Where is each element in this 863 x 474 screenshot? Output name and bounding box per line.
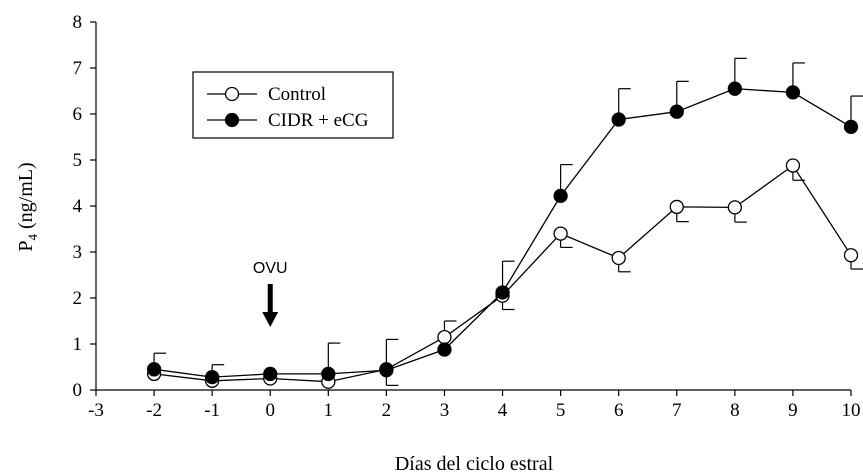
legend: Control CIDR + eCG (192, 71, 394, 139)
data-point (843, 119, 859, 135)
x-tick-label: -3 (88, 400, 104, 421)
x-tick-label: 2 (382, 400, 392, 421)
y-tick-label: 8 (73, 12, 83, 33)
x-tick-label: 4 (498, 400, 508, 421)
x-tick-label: 5 (556, 400, 566, 421)
data-point (785, 158, 801, 173)
x-tick-label: 6 (614, 400, 624, 421)
data-point (669, 104, 684, 119)
legend-box (192, 71, 394, 139)
data-point (611, 112, 626, 127)
x-axis-title: Días del ciclo estral (395, 453, 554, 474)
x-tick-label: 10 (842, 400, 861, 421)
legend-label: CIDR + eCG (268, 110, 369, 131)
y-tick-label: 4 (73, 196, 83, 217)
y-axis-title-rest: (ng/mL) (15, 162, 37, 234)
x-tick-label: 9 (788, 400, 798, 421)
axes: -3 -2 -1 0 1 2 3 4 5 6 7 8 9 10 0 1 2 3 4 5 6 7 8 (73, 12, 861, 421)
x-tick-label: 1 (324, 400, 334, 421)
data-point (553, 188, 568, 204)
data-point (727, 81, 742, 96)
annotation-arrow-shaft (267, 284, 273, 314)
y-axis-title-subscript: 4 (25, 234, 40, 241)
y-axis-title-main: P (15, 241, 37, 252)
y-tick-label: 1 (73, 334, 83, 355)
data-point (495, 285, 510, 300)
legend-marker (224, 112, 240, 128)
y-tick-label: 2 (73, 288, 83, 309)
x-tick-label: -2 (146, 400, 162, 421)
y-axis-title: P4 (ng/mL) (15, 162, 40, 251)
x-tick-label: 7 (672, 400, 682, 421)
y-tick-label: 6 (73, 104, 83, 125)
y-tick-label: 3 (73, 242, 83, 263)
data-point (437, 342, 452, 357)
data-point (727, 200, 742, 215)
legend-label: Control (268, 84, 326, 105)
y-tick-label: 0 (73, 380, 83, 401)
data-point (205, 369, 220, 385)
y-tick-label: 7 (73, 58, 83, 79)
legend-marker (224, 86, 240, 102)
annotations: OVU (253, 260, 288, 327)
data-point (146, 362, 162, 377)
data-point (553, 226, 568, 241)
annotation-arrow-head (262, 312, 279, 327)
data-point (321, 366, 336, 382)
data-point (379, 363, 394, 378)
series-cidr-ecg (146, 57, 863, 385)
x-tick-label: 3 (440, 400, 450, 421)
data-point (785, 85, 801, 100)
data-point (669, 199, 684, 215)
y-tick-label: 5 (73, 150, 83, 171)
data-point (611, 250, 626, 266)
data-point (843, 248, 859, 263)
x-tick-label: 0 (265, 400, 275, 421)
data-point (263, 366, 278, 382)
annotation-label: OVU (253, 260, 288, 277)
x-tick-label: -1 (204, 400, 220, 421)
data-point (437, 329, 452, 345)
plot-area (146, 57, 863, 389)
x-tick-label: 8 (730, 400, 740, 421)
